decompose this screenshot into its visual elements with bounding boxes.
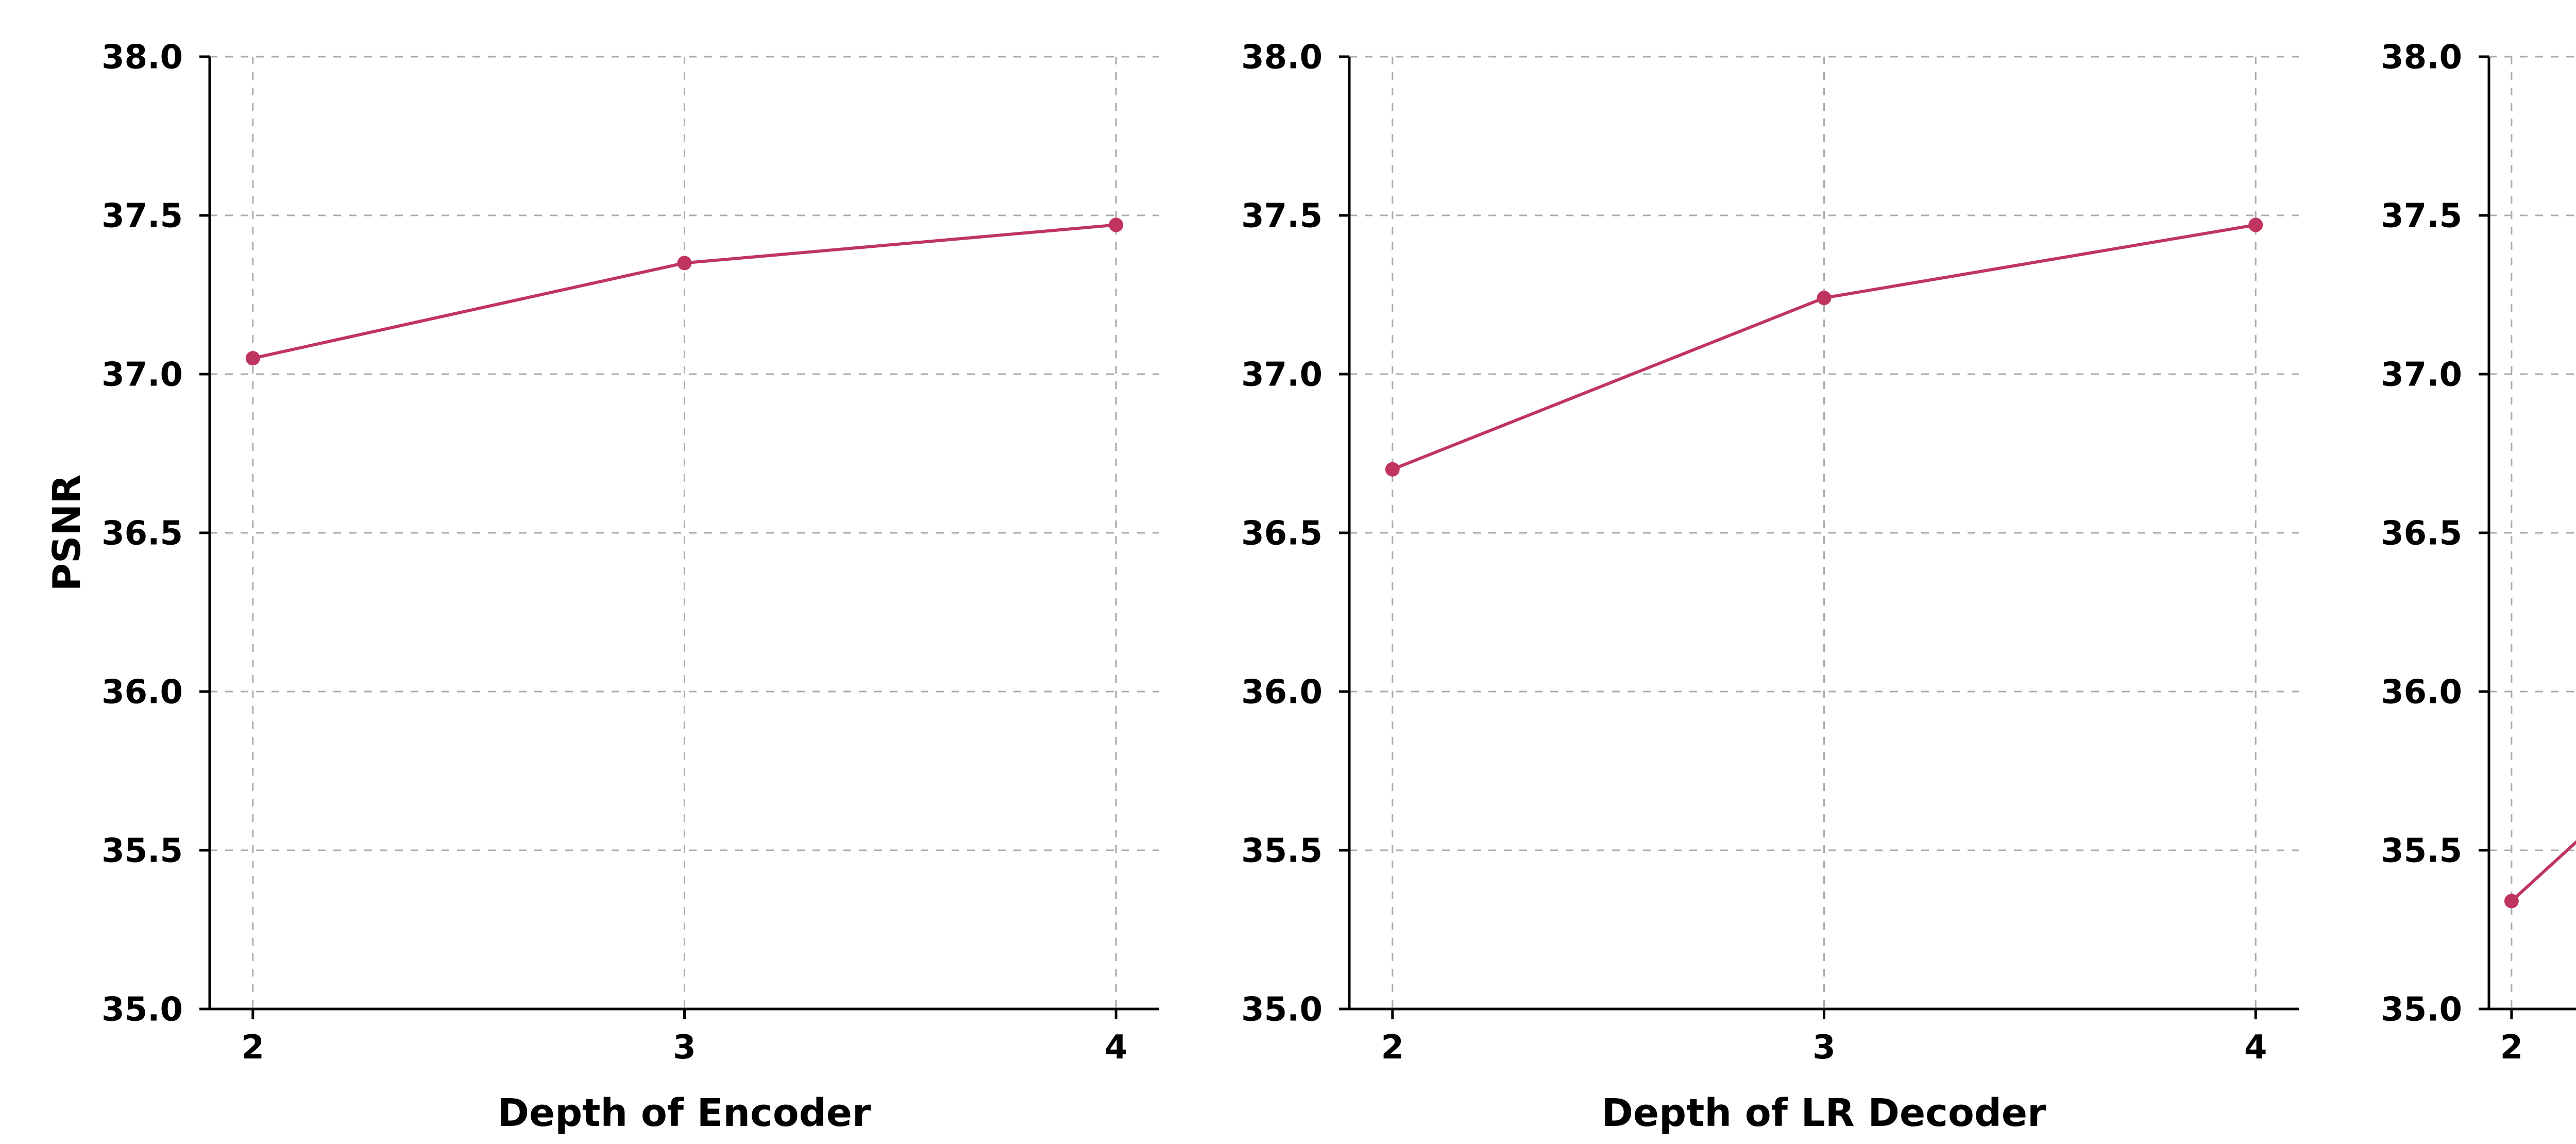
data-point [1817, 291, 1832, 306]
y-tick-label: 37.5 [101, 197, 183, 235]
y-tick-label: 38.0 [2381, 38, 2462, 76]
x-tick-label: 4 [2244, 1029, 2267, 1067]
y-tick-label: 38.0 [1241, 38, 1323, 76]
x-axis-title-lr-decoder: Depth of LR Decoder [1601, 1091, 2046, 1135]
y-tick-label: 37.0 [2381, 356, 2462, 394]
y-tick-label: 38.0 [101, 38, 183, 76]
data-point [1385, 462, 1400, 477]
y-axis-title-psnr: PSNR [45, 475, 89, 591]
chart-panel-2: 35.0 35.5 36.0 36.5 37.0 37.5 38.0 2 3 4 [1241, 38, 2299, 1067]
y-tick-label: 35.0 [2381, 990, 2462, 1029]
y-tick-label: 35.0 [1241, 990, 1323, 1029]
data-point [2248, 217, 2263, 232]
y-tick-label: 35.5 [1241, 832, 1323, 870]
chart-panel-3: 35.035.536.036.537.037.538.023456 [2381, 38, 2576, 1067]
data-point [245, 351, 260, 366]
y-tick-label: 36.0 [101, 673, 183, 711]
y-tick-label: 35.0 [101, 990, 183, 1029]
data-point [677, 256, 692, 271]
x-tick-label: 3 [673, 1029, 696, 1067]
x-axis-title-encoder: Depth of Encoder [498, 1091, 871, 1135]
x-tick-label: 4 [1105, 1029, 1128, 1067]
y-tick-label: 36.0 [1241, 673, 1323, 711]
y-tick-label: 37.5 [1241, 197, 1323, 235]
psnr-series-line [2510, 840, 2576, 903]
y-tick-label: 37.0 [101, 356, 183, 394]
y-tick-label: 35.5 [101, 832, 183, 870]
x-tick-label: 3 [1812, 1029, 1836, 1067]
data-point [2504, 894, 2519, 909]
y-tick-label: 36.5 [101, 514, 183, 552]
y-tick-label: 36.0 [2381, 673, 2462, 711]
y-tick-label: 36.5 [2381, 514, 2462, 552]
chart-panels: 35.035.536.036.537.037.538.02 3 435.035.53… [101, 38, 2576, 1067]
y-tick-label: 35.5 [2381, 832, 2462, 870]
data-point [1109, 217, 1124, 232]
x-tick-label: 2 [2500, 1029, 2523, 1067]
y-tick-label: 37.5 [2381, 197, 2462, 235]
chart-panel-1: 35.0 35.5 36.0 36.5 37.0 37.5 38.0 2 3 4 [101, 38, 1159, 1067]
y-tick-label: 37.0 [1241, 356, 1323, 394]
x-tick-label: 2 [242, 1029, 265, 1067]
x-tick-label: 2 [1381, 1029, 1404, 1067]
y-tick-label: 36.5 [1241, 514, 1323, 552]
